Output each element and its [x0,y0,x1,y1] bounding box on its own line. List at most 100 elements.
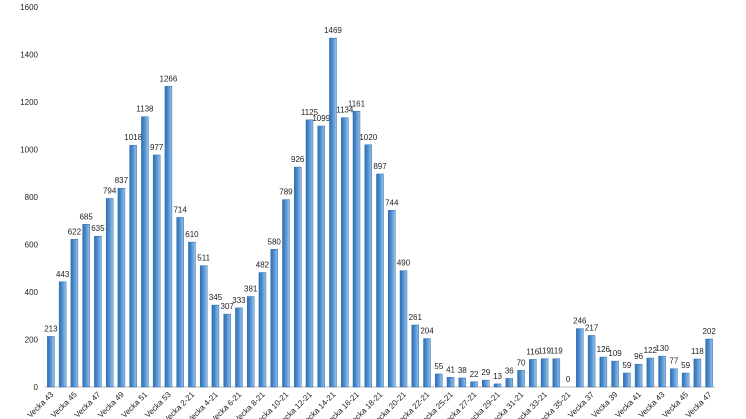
bar [576,328,584,388]
bar [458,377,467,388]
bar [505,378,514,388]
bar [305,119,314,388]
bar [634,363,643,388]
bar [611,360,619,388]
bar [117,187,126,388]
y-tick-label: 800 [25,193,39,202]
bar [293,166,302,388]
bar [258,272,267,388]
data-label: 109 [608,349,622,358]
bar [211,304,220,388]
data-label: 307 [221,302,235,311]
data-label: 333 [232,296,246,305]
bar [435,373,443,388]
data-label: 511 [197,254,210,263]
data-label: 13 [493,372,502,381]
data-label: 381 [244,285,258,294]
bar [517,370,525,388]
data-label: 897 [373,162,387,171]
bar [705,338,713,388]
data-label: 22 [470,370,479,379]
data-label: 122 [644,346,658,355]
bar [587,335,596,388]
bar [423,338,431,388]
data-label: 55 [434,362,443,371]
data-label: 635 [91,224,105,233]
data-label: 41 [446,365,455,374]
bar [493,383,502,388]
bar [599,356,608,388]
bar [94,235,102,388]
data-label: 96 [634,352,643,361]
bar [376,173,384,388]
bar [446,377,455,388]
bar [270,249,278,388]
y-tick-label: 1400 [20,51,38,60]
data-label: 118 [691,347,704,356]
bar [623,372,631,388]
bar [141,116,149,388]
bar [129,144,137,388]
y-tick-label: 400 [25,288,39,297]
x-tick-label: Vecka 47 [684,390,714,419]
y-tick-label: 600 [25,241,39,250]
bar [681,372,690,388]
data-label: 116 [526,347,539,356]
data-label: 490 [397,259,411,268]
data-label: 580 [268,237,282,246]
data-label: 202 [702,327,716,336]
data-label: 0 [566,375,571,384]
y-tick-label: 0 [34,383,39,392]
data-label: 794 [103,186,117,195]
bar [164,86,173,388]
bar [388,210,396,388]
bar [176,217,184,388]
bar [411,324,420,388]
data-label: 1161 [348,99,366,108]
data-label: 261 [409,313,423,322]
bar [470,381,478,388]
data-label: 1134 [336,106,354,115]
y-tick-label: 1200 [20,98,38,107]
data-label: 126 [597,345,611,354]
data-label: 59 [622,361,631,370]
bar [317,125,325,388]
bar [352,111,361,388]
data-label: 1266 [160,74,178,83]
data-label: 837 [115,176,129,185]
bar [47,336,55,388]
data-label: 1099 [312,114,330,123]
bar [223,313,231,388]
bar [364,144,372,388]
bar [188,241,196,388]
data-label: 119 [538,347,551,356]
y-tick-label: 1000 [20,146,38,155]
data-label: 610 [185,230,199,239]
data-label: 246 [573,317,587,326]
data-label: 714 [173,205,187,214]
data-label: 789 [279,188,293,197]
data-label: 119 [550,347,563,356]
bar [646,357,655,388]
bar [540,358,549,388]
data-label: 36 [505,366,514,375]
data-label: 204 [420,327,434,336]
data-label: 38 [458,366,467,375]
bar [399,270,408,388]
data-label: 622 [68,227,82,236]
data-label: 59 [681,361,690,370]
data-label: 744 [385,198,399,207]
data-label: 130 [655,344,669,353]
bar [82,224,90,388]
data-label: 1125 [301,108,319,117]
data-label: 345 [209,293,223,302]
data-label: 1469 [324,26,342,35]
bar [105,198,114,388]
data-label: 1138 [136,105,154,114]
bar [329,37,337,388]
bar [58,281,67,388]
data-label: 217 [585,323,599,332]
bar [529,359,537,388]
bar [552,358,561,388]
